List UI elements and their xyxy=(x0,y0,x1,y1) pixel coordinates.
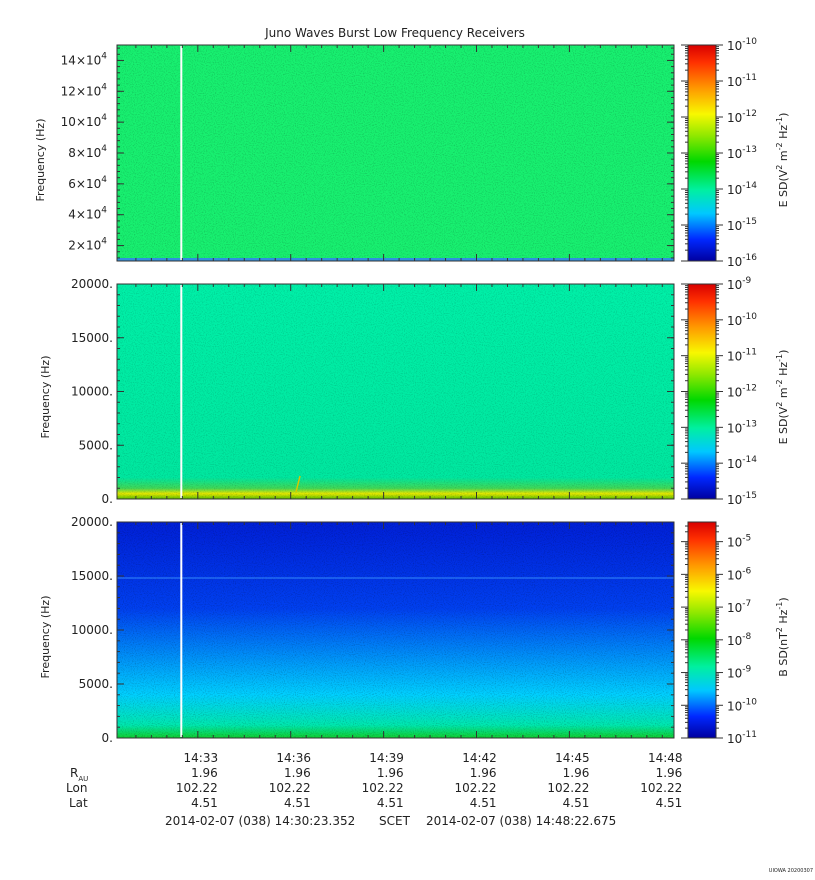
colorbar-tick-label: 10-15 xyxy=(727,491,757,507)
ephem-label-lat: Lat xyxy=(69,796,88,810)
x-tick-label: 14:42 xyxy=(462,751,497,765)
x-tick-label: 14:33 xyxy=(184,751,219,765)
panel-3-ylabel: Frequency (Hz) xyxy=(39,596,52,679)
ephem-value-r: 1.96 xyxy=(656,766,683,780)
y-tick-label: 15000. xyxy=(71,331,113,345)
colorbar-tick-label: 10-10 xyxy=(727,37,757,53)
y-tick-label: 10000. xyxy=(71,385,113,399)
ephemeris-table: RAU Lon Lat 1.96 1.96 1.96 1.96 1.96 1.96102.… xyxy=(66,766,682,810)
ephem-value-r: 1.96 xyxy=(377,766,404,780)
colorbar-tick-label: 10-6 xyxy=(727,566,752,582)
colorbar-tick-label: 10-11 xyxy=(727,73,757,89)
colorbar-tick-label: 10-10 xyxy=(727,697,757,713)
x-tick-label: 14:45 xyxy=(555,751,590,765)
panel-1-noise xyxy=(117,45,674,261)
y-tick-label: 10000. xyxy=(71,623,113,637)
panel-2-ylabel: Frequency (Hz) xyxy=(39,356,52,439)
y-tick-label: 0. xyxy=(102,492,113,506)
panel-3-colorbar-label: B SD(nT2 Hz-1) xyxy=(775,597,790,676)
y-tick-label: 6×104 xyxy=(68,175,107,191)
colorbar-tick-label: 10-14 xyxy=(727,455,757,471)
time-range-start: 2014-02-07 (038) 14:30:23.352 xyxy=(165,814,355,828)
y-tick-label: 5000. xyxy=(79,438,113,452)
ephem-value-lon: 102.22 xyxy=(269,781,311,795)
panel-2-noise xyxy=(117,284,674,499)
panel-1-low-band xyxy=(117,258,674,261)
ephem-label-lon: Lon xyxy=(66,781,87,795)
y-tick-label: 20000. xyxy=(71,277,113,291)
ephem-value-lat: 4.51 xyxy=(284,796,311,810)
ephem-value-lon: 102.22 xyxy=(454,781,496,795)
y-tick-label: 4×104 xyxy=(68,206,107,222)
panel-3: 0. 5000. 10000. 15000. 20000. Frequency (Hz)… xyxy=(39,515,790,746)
panel-2-streak xyxy=(295,475,301,493)
uiowa-stamp: UIOWA 20200307 xyxy=(769,868,813,874)
ephem-label-r: RAU xyxy=(70,766,88,783)
panel-1-colorbar xyxy=(687,44,717,262)
colorbar-tick-label: 10-12 xyxy=(727,109,757,125)
y-tick-label: 5000. xyxy=(79,677,113,691)
colorbar-tick-label: 10-9 xyxy=(727,276,752,292)
panel-1-colorbar-label: E SD(V2 m-2 Hz-1) xyxy=(775,113,790,208)
colorbar-tick-label: 10-13 xyxy=(727,419,757,435)
y-tick-label: 10×104 xyxy=(61,113,108,129)
y-tick-label: 12×104 xyxy=(61,82,108,98)
x-tick-label: 14:36 xyxy=(276,751,311,765)
y-tick-label: 15000. xyxy=(71,569,113,583)
colorbar-tick-label: 10-14 xyxy=(727,181,757,197)
colorbar-tick-label: 10-13 xyxy=(727,145,757,161)
ephem-value-lat: 4.51 xyxy=(656,796,683,810)
panel-2-colorbar-label: E SD(V2 m-2 Hz-1) xyxy=(775,350,790,445)
colorbar-tick-label: 10-16 xyxy=(727,253,757,269)
panel-3-noise xyxy=(117,522,674,738)
ephem-value-lon: 102.22 xyxy=(547,781,589,795)
colorbar-tick-label: 10-12 xyxy=(727,384,757,400)
ephem-value-r: 1.96 xyxy=(563,766,590,780)
y-tick-label: 14×104 xyxy=(61,51,108,67)
ephem-value-r: 1.96 xyxy=(470,766,497,780)
ephem-value-lon: 102.22 xyxy=(640,781,682,795)
colorbar-tick-label: 10-11 xyxy=(727,730,757,746)
time-system-label: SCET xyxy=(379,814,411,828)
time-range-end: 2014-02-07 (038) 14:48:22.675 xyxy=(426,814,616,828)
ephem-value-r: 1.96 xyxy=(191,766,218,780)
ephem-value-lat: 4.51 xyxy=(191,796,218,810)
colorbar-tick-label: 10-10 xyxy=(727,312,757,328)
ephem-value-r: 1.96 xyxy=(284,766,311,780)
panel-3-colorbar xyxy=(687,521,717,739)
colorbar-tick-label: 10-15 xyxy=(727,217,757,233)
x-tick-label: 14:48 xyxy=(648,751,683,765)
colorbar-tick-label: 10-11 xyxy=(727,348,757,364)
colorbar-tick-label: 10-7 xyxy=(727,599,751,615)
colorbar-tick-label: 10-5 xyxy=(727,534,751,550)
y-tick-label: 20000. xyxy=(71,515,113,529)
colorbar-tick-label: 10-8 xyxy=(727,632,752,648)
panel-1-ylabel: Frequency (Hz) xyxy=(34,119,47,202)
ephem-value-lat: 4.51 xyxy=(377,796,404,810)
ephem-value-lat: 4.51 xyxy=(470,796,497,810)
panel-2: 0. 5000. 10000. 15000. 20000. Frequency (Hz)… xyxy=(39,276,790,507)
ephem-value-lon: 102.22 xyxy=(362,781,404,795)
panel-1: 2×104 4×104 6×104 8×104 10×104 12×104 14×104 F… xyxy=(34,37,790,269)
x-tick-label: 14:39 xyxy=(369,751,404,765)
figure-title: Juno Waves Burst Low Frequency Receivers xyxy=(264,26,525,40)
ephem-value-lon: 102.22 xyxy=(176,781,218,795)
ephem-value-lat: 4.51 xyxy=(563,796,590,810)
panel-2-colorbar xyxy=(687,283,717,500)
y-tick-label: 0. xyxy=(102,731,113,745)
colorbar-tick-label: 10-9 xyxy=(727,665,752,681)
y-tick-label: 2×104 xyxy=(68,237,107,253)
y-tick-label: 8×104 xyxy=(68,144,107,160)
